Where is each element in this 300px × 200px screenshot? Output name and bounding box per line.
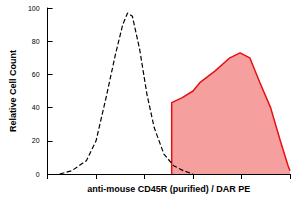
svg-text:60: 60 (32, 71, 40, 78)
svg-text:anti-mouse CD45R (purified) /: anti-mouse CD45R (purified) / DAR PE (87, 184, 250, 194)
svg-text:100: 100 (28, 5, 40, 12)
svg-text:Relative Cell Count: Relative Cell Count (8, 50, 18, 132)
svg-text:20: 20 (32, 137, 40, 144)
svg-text:80: 80 (32, 38, 40, 45)
svg-text:0: 0 (36, 171, 40, 178)
svg-text:40: 40 (32, 104, 40, 111)
